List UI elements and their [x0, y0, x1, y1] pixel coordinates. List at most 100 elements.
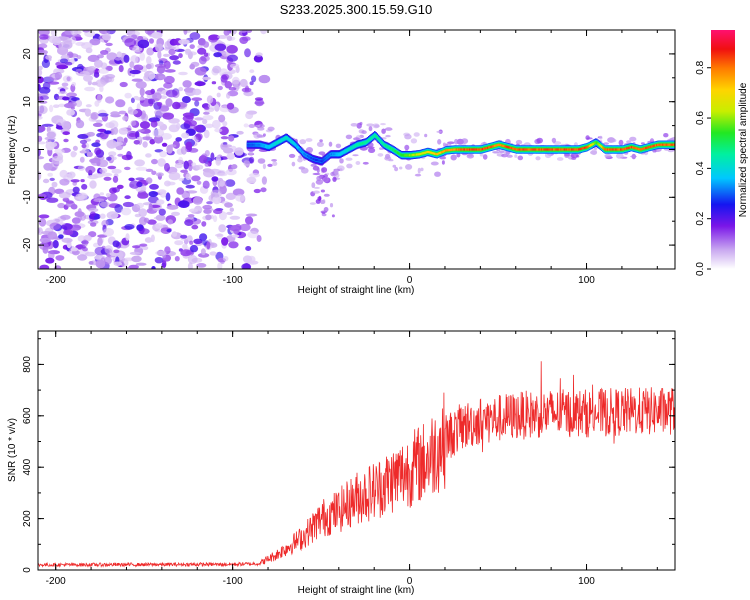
noise-blob	[102, 33, 112, 41]
ridge-cell	[531, 148, 533, 151]
noise-blob	[57, 202, 66, 209]
ridge-halo	[399, 166, 403, 170]
noise-blob	[65, 200, 74, 204]
noise-blob	[131, 255, 142, 263]
ridge-cell	[604, 148, 606, 151]
noise-blob	[145, 63, 152, 70]
ridge-cell	[524, 148, 526, 151]
noise-blob	[49, 222, 61, 230]
ridge-streak	[323, 193, 330, 197]
noise-blob	[203, 209, 212, 214]
noise-blob	[38, 43, 48, 49]
noise-blob	[39, 38, 49, 44]
noise-blob	[104, 130, 112, 134]
noise-blob	[256, 235, 262, 242]
noise-blob	[76, 68, 83, 72]
ridge-cell	[657, 143, 659, 146]
noise-blob	[155, 172, 164, 177]
ridge-cell	[500, 144, 502, 147]
ridge-cell	[532, 148, 534, 151]
ridge-cell	[530, 148, 532, 151]
noise-blob	[135, 166, 148, 171]
noise-blob	[202, 41, 210, 48]
ridge-cell	[443, 150, 446, 153]
noise-blob	[178, 53, 183, 59]
noise-blob	[42, 178, 50, 184]
noise-blob	[93, 198, 105, 202]
noise-blob	[255, 52, 263, 57]
noise-blob	[168, 48, 176, 56]
ridge-cell	[341, 151, 344, 154]
noise-blob	[124, 224, 135, 230]
ridge-cell	[578, 148, 580, 151]
noise-blob	[128, 177, 135, 182]
snr-x-axis: -200 -100 0 100	[46, 331, 658, 587]
noise-blob	[54, 148, 65, 154]
noise-blob	[208, 35, 219, 43]
noise-blob	[45, 55, 52, 60]
noise-blob	[84, 108, 91, 117]
noise-blob	[118, 65, 124, 73]
ridge-cell	[491, 145, 494, 148]
noise-blob	[77, 134, 89, 139]
noise-blob	[106, 156, 112, 161]
ridge-cell	[585, 146, 587, 149]
ridge-cell	[353, 145, 356, 148]
ridge-cell	[494, 144, 496, 147]
noise-blob	[130, 120, 137, 126]
ridge-cell	[396, 151, 399, 154]
noise-blob	[153, 216, 164, 220]
noise-blob	[226, 102, 235, 110]
spectrogram-y-tick-label: -10	[22, 190, 33, 205]
noise-blob	[221, 144, 232, 148]
ridge-cell	[484, 147, 486, 150]
ridge-halo	[439, 156, 447, 160]
ridge-halo	[248, 151, 254, 155]
ridge-cell	[464, 148, 466, 151]
noise-blob	[149, 183, 159, 190]
ridge-cell	[350, 147, 352, 150]
noise-blob	[47, 231, 58, 240]
noise-blob	[124, 195, 131, 200]
ridge-cell	[648, 145, 651, 149]
ridge-halo	[576, 154, 580, 158]
noise-blob	[85, 165, 96, 174]
snr-y-tick-label: 600	[22, 407, 33, 424]
noise-blob	[174, 163, 183, 169]
ridge-cell	[352, 145, 354, 148]
ridge-cell	[395, 150, 398, 153]
ridge-cell	[390, 147, 393, 150]
noise-blob	[137, 192, 149, 199]
ridge-halo	[456, 152, 461, 158]
ridge-cell	[465, 148, 467, 151]
ridge-cell	[411, 154, 413, 157]
noise-blob	[218, 114, 226, 123]
ridge-cell	[669, 143, 671, 146]
ridge-halo	[430, 161, 439, 166]
noise-blob	[70, 203, 78, 210]
noise-blob	[194, 117, 204, 121]
noise-blob	[62, 131, 70, 136]
ridge-streak	[313, 190, 320, 194]
ridge-cell	[496, 144, 498, 147]
noise-blob	[38, 76, 44, 84]
ridge-cell	[455, 148, 458, 151]
noise-blob	[156, 199, 165, 205]
ridge-streak	[311, 182, 316, 189]
noise-blob	[189, 63, 195, 70]
ridge-halo	[361, 130, 367, 135]
ridge-cell	[416, 153, 418, 156]
noise-blob	[157, 189, 167, 195]
ridge-streak	[322, 177, 329, 183]
ridge-cell	[638, 148, 640, 151]
ridge-halo	[450, 154, 457, 161]
noise-blob	[51, 155, 64, 165]
noise-blob	[97, 237, 103, 247]
ridge-cell	[267, 145, 269, 148]
noise-blob	[245, 213, 258, 217]
noise-blob	[89, 180, 97, 189]
ridge-streak	[309, 202, 316, 205]
ridge-cell	[270, 144, 273, 147]
ridge-cell	[284, 137, 286, 140]
noise-blob	[246, 176, 257, 184]
